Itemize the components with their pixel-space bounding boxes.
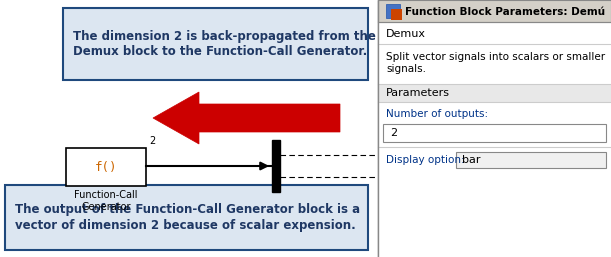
Bar: [378, 22, 611, 257]
Bar: [0, 0, 378, 257]
Text: The dimension 2 is back-propagated from the
Demux block to the Function-Call Gen: The dimension 2 is back-propagated from …: [73, 30, 376, 58]
Text: Function Block Parameters: Demú: Function Block Parameters: Demú: [405, 7, 605, 17]
FancyBboxPatch shape: [66, 148, 146, 186]
Bar: [272, 140, 280, 192]
Text: bar: bar: [462, 155, 480, 165]
Bar: [378, 84, 611, 102]
FancyBboxPatch shape: [5, 185, 368, 250]
Text: f(): f(): [95, 161, 117, 173]
Text: 2: 2: [149, 136, 155, 146]
Bar: [456, 152, 606, 168]
Text: Number of outputs:: Number of outputs:: [386, 109, 488, 119]
Bar: [383, 124, 606, 142]
Polygon shape: [608, 5, 611, 237]
Text: Function-Call
Generator: Function-Call Generator: [75, 190, 137, 212]
Text: Split vector signals into scalars or smaller
signals.: Split vector signals into scalars or sma…: [386, 52, 605, 74]
Text: Parameters: Parameters: [386, 88, 450, 98]
FancyBboxPatch shape: [63, 8, 368, 80]
Bar: [378, 0, 611, 257]
Bar: [378, 0, 611, 22]
Text: 2: 2: [390, 128, 397, 138]
Polygon shape: [153, 92, 340, 144]
Bar: [391, 9, 402, 20]
Text: The output of the Function-Call Generator block is a
vector of dimension 2 becau: The output of the Function-Call Generato…: [15, 204, 360, 232]
Text: Display option:: Display option:: [386, 155, 464, 165]
Text: Demux: Demux: [386, 29, 426, 39]
Bar: [386, 4, 400, 18]
Polygon shape: [383, 252, 606, 257]
